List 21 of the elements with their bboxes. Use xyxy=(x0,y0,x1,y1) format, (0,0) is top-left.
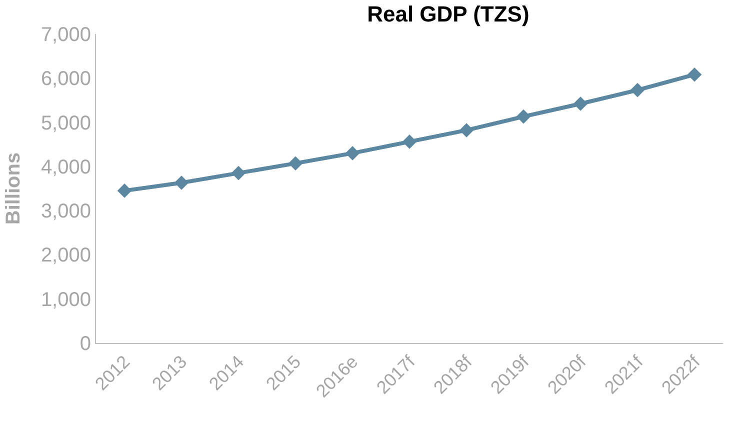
point xyxy=(402,134,417,149)
point xyxy=(687,67,702,82)
point xyxy=(174,176,189,190)
point xyxy=(288,156,303,170)
y-tick-label: 0 xyxy=(80,333,91,355)
point xyxy=(345,146,360,160)
y-tick-label: 5,000 xyxy=(40,112,91,134)
y-axis-title: Billions xyxy=(2,152,24,225)
point xyxy=(516,109,531,124)
y-tick-label: 4,000 xyxy=(40,156,91,178)
y-tick-label: 1,000 xyxy=(40,288,91,311)
point xyxy=(117,184,132,198)
y-tick-label: 2,000 xyxy=(40,244,91,267)
point xyxy=(231,166,246,180)
y-tick-label: 6,000 xyxy=(40,68,91,90)
point xyxy=(630,82,645,98)
y-tick-label: 7,000 xyxy=(40,24,91,46)
chart-title: Real GDP (TZS) xyxy=(367,2,530,27)
point xyxy=(459,123,474,138)
point xyxy=(573,96,588,111)
y-tick-label: 3,000 xyxy=(40,200,91,223)
